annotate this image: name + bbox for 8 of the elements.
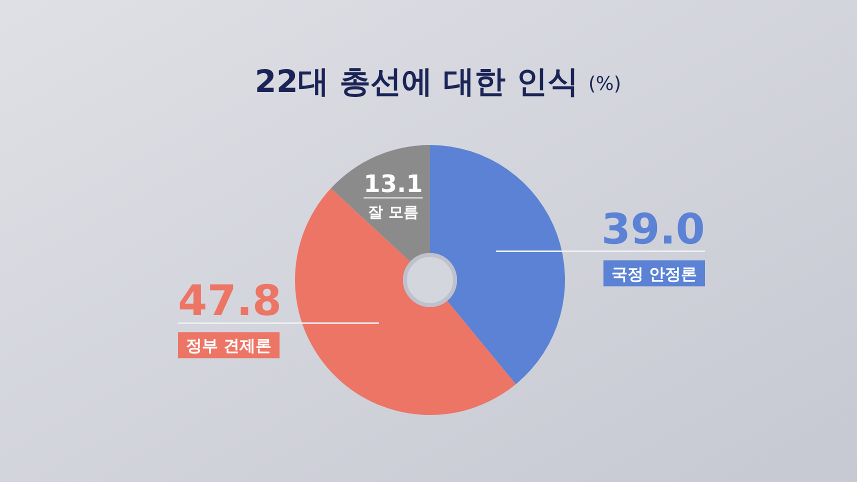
data-label: 47.8 [178, 276, 282, 326]
chart-title: 22대 총선에 대한 인식 [254, 64, 578, 100]
data-label: 13.1 [364, 170, 423, 198]
slice-label: 국정 안정론 [611, 264, 697, 284]
slice-label: 잘 모름 [368, 202, 418, 221]
data-label: 39.0 [601, 204, 705, 254]
chart-subtitle: (%) [588, 73, 622, 95]
slice-label: 정부 견제론 [186, 336, 272, 356]
